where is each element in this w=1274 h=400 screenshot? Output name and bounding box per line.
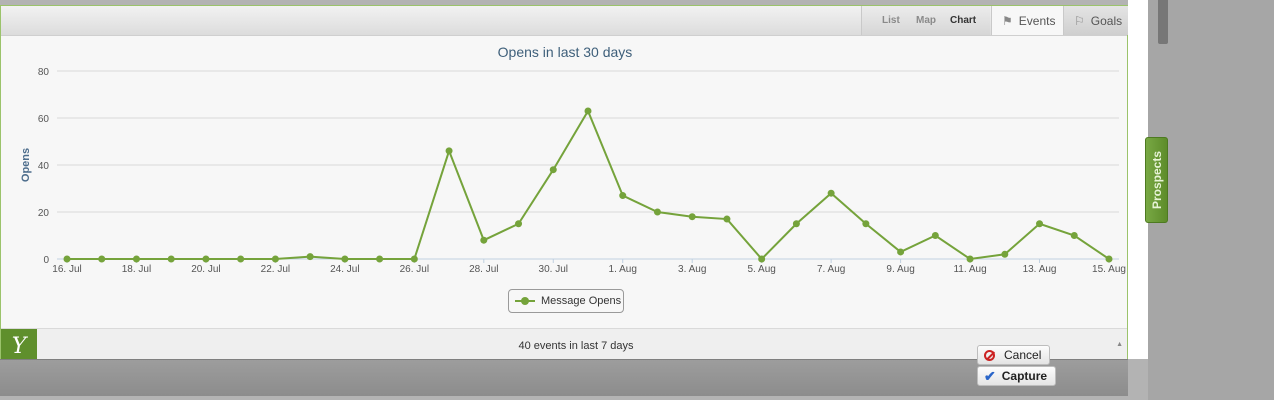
data-point — [480, 236, 488, 244]
panel-toolbar: List Map Chart ⚑ Events ⚐ Goals — [1, 6, 1128, 36]
page-background — [1148, 0, 1274, 400]
scrollbar-thumb[interactable] — [1158, 0, 1168, 44]
data-point — [410, 255, 418, 263]
x-tick-label: 24. Jul — [330, 264, 359, 275]
legend-marker-icon — [515, 296, 535, 306]
view-switcher: List Map Chart — [861, 6, 990, 35]
data-point — [966, 255, 974, 263]
tab-list[interactable]: List — [882, 15, 900, 26]
data-point — [653, 208, 661, 216]
data-point — [827, 189, 835, 197]
data-point — [376, 255, 384, 263]
legend-label: Message Opens — [541, 295, 622, 307]
tab-chart[interactable]: Chart — [950, 15, 977, 26]
data-point — [619, 192, 627, 200]
data-point — [1036, 220, 1044, 228]
y-tick-label: 60 — [38, 114, 50, 125]
data-point — [1070, 232, 1078, 239]
data-point — [237, 255, 245, 263]
tab-events[interactable]: ⚑ Events — [991, 6, 1063, 35]
prospects-tab[interactable]: Prospects — [1145, 137, 1168, 223]
x-tick-label: 7. Aug — [817, 264, 845, 275]
events-panel: List Map Chart ⚑ Events ⚐ Goals Opens in… — [0, 5, 1128, 363]
data-point — [1105, 255, 1113, 263]
data-point — [445, 147, 453, 155]
data-point — [688, 213, 696, 221]
prospects-tab-label: Prospects — [1149, 150, 1164, 210]
cancel-icon — [984, 349, 995, 361]
data-point — [98, 255, 106, 263]
y-axis-title: Opens — [20, 148, 32, 182]
x-tick-label: 16. Jul — [52, 264, 81, 275]
page-gutter — [1128, 0, 1148, 359]
data-point — [167, 255, 175, 263]
tab-map[interactable]: Map — [916, 15, 936, 26]
data-point — [515, 220, 523, 228]
x-tick-label: 1. Aug — [609, 264, 637, 275]
chart-title: Opens in last 30 days — [497, 44, 633, 60]
tab-goals[interactable]: ⚐ Goals — [1063, 6, 1128, 35]
x-tick-label: 13. Aug — [1023, 264, 1057, 275]
y-tick-label: 0 — [43, 255, 49, 266]
series-line-message-opens — [67, 108, 1110, 261]
x-tick-label: 11. Aug — [953, 264, 986, 275]
checkmark-icon: ✔ — [984, 367, 996, 384]
y-tick-label: 40 — [38, 161, 50, 172]
y-tick-label: 20 — [38, 208, 50, 219]
tab-goals-label: Goals — [1090, 13, 1123, 28]
panel-footer: Y 40 events in last 7 days ▲ — [1, 328, 1127, 363]
x-tick-label: 3. Aug — [678, 264, 706, 275]
flag-icon: ⚐ — [1074, 13, 1085, 28]
data-point — [1001, 250, 1009, 258]
brand-logo: Y — [1, 329, 37, 363]
data-point — [63, 255, 71, 263]
data-point — [931, 232, 939, 239]
x-tick-label: 28. Jul — [469, 264, 498, 275]
scroll-up-icon[interactable]: ▲ — [1116, 341, 1123, 348]
x-tick-label: 18. Jul — [122, 264, 151, 275]
x-tick-label: 26. Jul — [400, 264, 429, 275]
data-point — [897, 248, 905, 256]
x-tick-label: 15. Aug — [1092, 264, 1126, 275]
x-tick-label: 9. Aug — [886, 264, 914, 275]
capture-button-label: Capture — [1001, 369, 1048, 383]
cancel-button[interactable]: Cancel — [977, 345, 1050, 365]
capture-button[interactable]: ✔ Capture — [977, 366, 1056, 386]
data-point — [549, 166, 557, 174]
tab-events-label: Events — [1018, 13, 1056, 28]
x-tick-label: 22. Jul — [261, 264, 290, 275]
data-point — [271, 255, 279, 263]
data-point — [584, 107, 592, 115]
data-point — [723, 215, 731, 223]
cancel-button-label: Cancel — [1004, 348, 1042, 362]
data-point — [862, 220, 870, 228]
y-tick-label: 80 — [38, 67, 50, 78]
data-point — [306, 253, 314, 261]
data-point — [341, 255, 349, 263]
data-point — [202, 255, 210, 263]
x-tick-label: 20. Jul — [191, 264, 220, 275]
bell-icon: ⚑ — [1002, 13, 1013, 28]
events-summary: 40 events in last 7 days — [518, 340, 634, 352]
x-tick-label: 5. Aug — [747, 264, 775, 275]
data-point — [132, 255, 140, 263]
data-point — [758, 255, 766, 263]
lower-bar — [0, 359, 1128, 396]
data-point — [792, 220, 800, 228]
x-tick-label: 30. Jul — [539, 264, 568, 275]
chart-legend-item[interactable]: Message Opens — [508, 289, 624, 313]
opens-line-chart: 0 20 40 60 80 Opens 16. Jul 18. Jul 20. Jul 22. J… — [20, 67, 1126, 275]
